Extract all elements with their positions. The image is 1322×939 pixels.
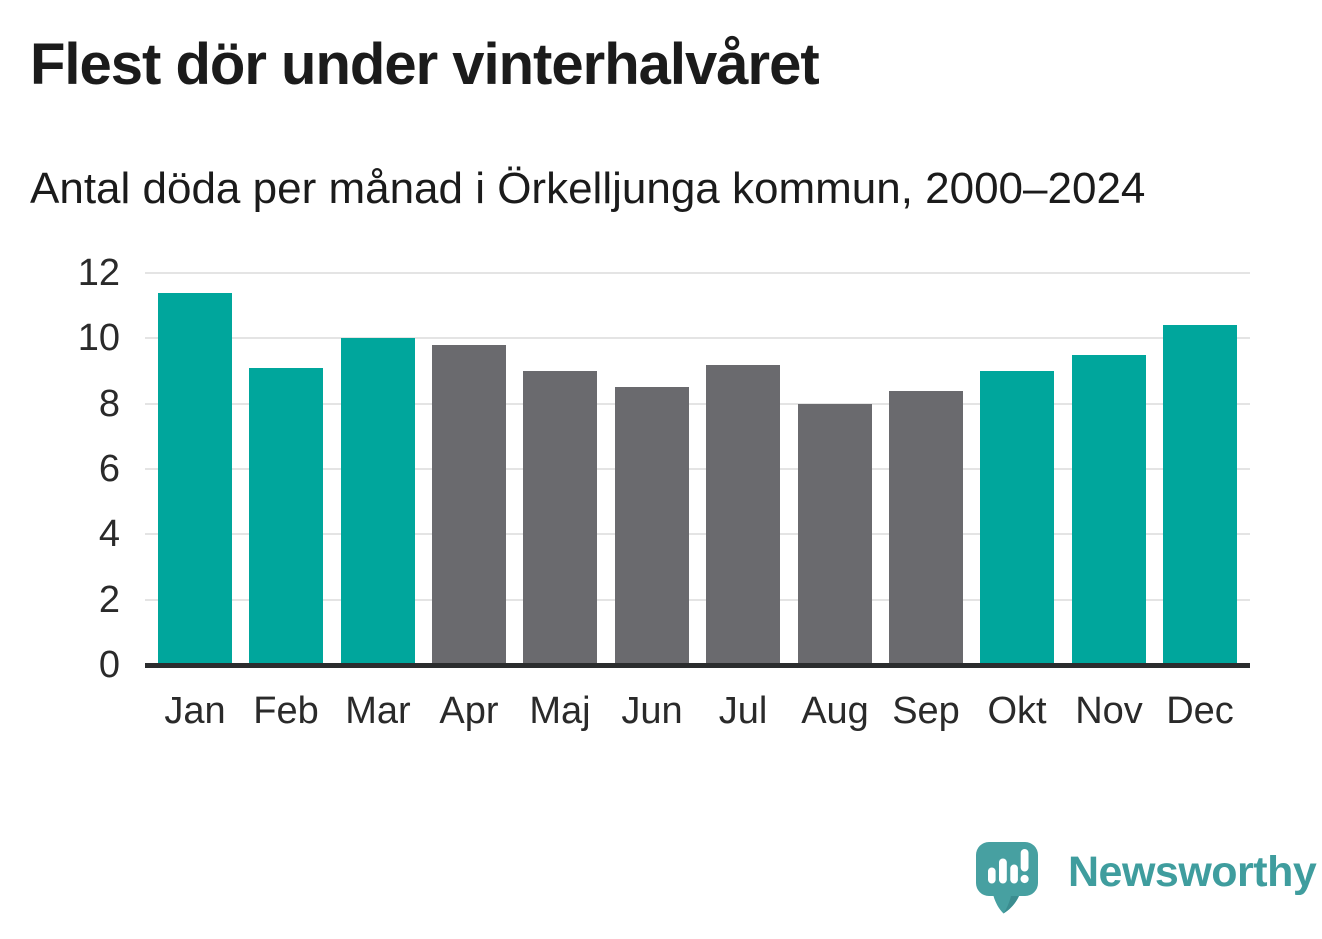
y-tick-label-8: 8 [98,383,120,425]
gridline-2 [145,598,1250,601]
y-tick-label-10: 10 [77,317,120,359]
x-tick-label-aug: Aug [801,690,869,732]
newsworthy-speech-bubble-barchart-icon [976,842,1038,914]
bar-jun [615,387,689,665]
bar-chart-plot-area [145,272,1250,668]
y-tick-label-12: 12 [77,252,120,294]
y-tick-label-6: 6 [98,448,120,490]
gridline-4 [145,533,1250,536]
bar-maj [523,371,597,665]
x-tick-label-jun: Jun [621,690,683,732]
bar-apr [432,344,506,665]
x-tick-label-nov: Nov [1075,690,1143,732]
x-tick-label-sep: Sep [892,690,960,732]
x-tick-label-dec: Dec [1166,690,1234,732]
y-tick-label-2: 2 [98,579,120,621]
x-tick-label-mar: Mar [345,690,411,732]
gridline-8 [145,402,1250,405]
x-axis-line [145,663,1250,668]
bar-dec [1163,325,1237,665]
gridline-10 [145,337,1250,340]
newsworthy-logo: Newsworthy [976,842,1317,916]
bar-nov [1072,354,1146,665]
bar-jan [158,292,232,665]
x-tick-label-feb: Feb [253,690,319,732]
x-tick-label-jul: Jul [718,690,768,732]
x-tick-label-okt: Okt [987,690,1047,732]
bar-sep [889,390,963,665]
y-tick-label-4: 4 [98,513,120,555]
bar-mar [341,338,415,665]
bar-jul [706,364,780,665]
newsworthy-brand-name: Newsworthy [1068,848,1317,896]
chart-subtitle: Antal döda per månad i Örkelljunga kommu… [30,164,1146,213]
bar-aug [798,403,872,665]
y-tick-label-0: 0 [98,644,120,686]
x-tick-label-jan: Jan [164,690,226,732]
bar-feb [249,367,323,665]
gridline-6 [145,468,1250,470]
x-tick-label-apr: Apr [439,690,499,732]
x-tick-label-maj: Maj [529,690,591,732]
gridline-12 [145,272,1250,274]
bar-okt [980,371,1054,665]
chart-title: Flest dör under vinterhalvåret [30,32,820,97]
